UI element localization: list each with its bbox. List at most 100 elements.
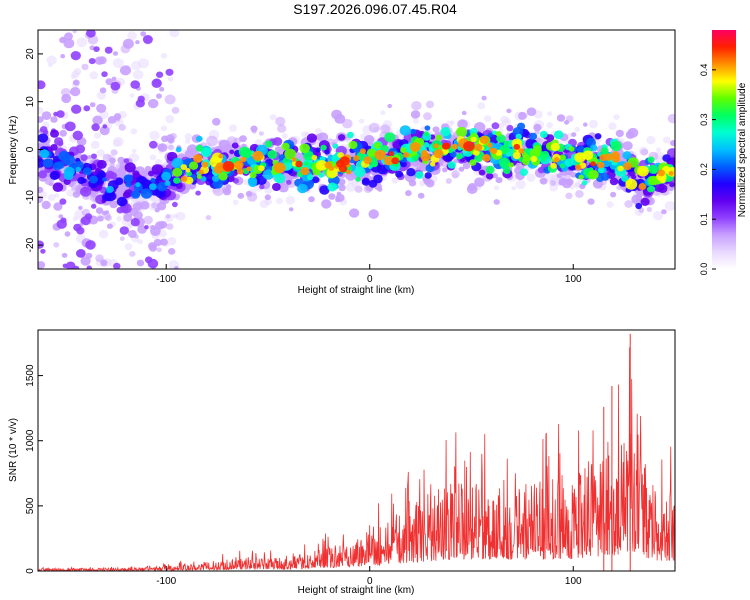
spectrogram-blob bbox=[54, 193, 60, 198]
spectrogram-blob bbox=[195, 135, 203, 142]
spectrogram-blob bbox=[374, 149, 386, 161]
spectrogram-blob bbox=[94, 56, 105, 65]
snr-y-ticks: 0 500 1000 1500 bbox=[25, 364, 43, 574]
spectrogram-blob bbox=[84, 213, 93, 221]
spectrogram-blob bbox=[550, 162, 557, 169]
spectrogram-blob bbox=[52, 182, 64, 192]
spectrogram-blob bbox=[615, 129, 624, 138]
spectrogram-blob bbox=[59, 129, 67, 137]
spectrogram-blob bbox=[499, 157, 511, 169]
spectrogram-blob bbox=[39, 149, 50, 159]
snr-x-axis-label: Height of straight line (km) bbox=[298, 585, 415, 596]
spectrogram-blob bbox=[144, 225, 149, 230]
spectrogram-blob bbox=[550, 142, 560, 152]
spectrogram-blob bbox=[166, 223, 174, 230]
x-tick-label: 100 bbox=[565, 576, 582, 587]
spectrogram-blob bbox=[151, 78, 162, 89]
spectrogram-blob bbox=[612, 155, 621, 163]
x-tick-label: 0 bbox=[367, 576, 373, 587]
spectrogram-blob bbox=[96, 159, 107, 169]
spectrogram-blob bbox=[80, 154, 88, 162]
spectrogram-blob bbox=[461, 110, 467, 116]
spectrogram-blob bbox=[175, 211, 186, 221]
spectrogram-blob bbox=[477, 102, 486, 110]
spectrogram-blob bbox=[89, 102, 96, 108]
spectrogram-blob bbox=[228, 124, 238, 132]
spectrogram-blob bbox=[571, 132, 577, 138]
spectrogram-blob bbox=[623, 162, 632, 171]
spectrogram-blob bbox=[165, 214, 171, 219]
spectrogram-blob bbox=[395, 170, 403, 178]
spectrogram-blob bbox=[215, 162, 225, 171]
spectrogram-blob bbox=[104, 46, 113, 54]
spectrogram-blob bbox=[115, 177, 124, 185]
spectrogram-blob bbox=[64, 121, 76, 132]
spectrogram-blob bbox=[38, 186, 44, 193]
spectrogram-blob bbox=[387, 103, 393, 109]
colorbar-tick-label: 0.2 bbox=[699, 163, 709, 176]
spectrogram-blob bbox=[559, 154, 566, 161]
spectrogram-blob bbox=[135, 40, 140, 45]
spectrogram-blob bbox=[335, 197, 341, 203]
spectrogram-blob bbox=[132, 69, 144, 80]
spectrogram-blob bbox=[435, 134, 443, 141]
spectrogram-blob bbox=[99, 126, 110, 136]
spectrogram-blob bbox=[588, 169, 599, 180]
spectrogram-blob bbox=[578, 174, 584, 180]
spectrogram-blob bbox=[135, 182, 141, 188]
spectrogram-blob bbox=[160, 125, 168, 132]
colorbar-tick-label: 0.1 bbox=[699, 213, 709, 226]
spectrogram-blob bbox=[561, 178, 572, 189]
spectrogram-blob bbox=[165, 68, 174, 76]
spectrogram-blob bbox=[324, 149, 330, 155]
spectrogram-blob bbox=[285, 195, 295, 205]
spectrogram-blob bbox=[161, 171, 172, 181]
spectrogram-blob bbox=[102, 153, 112, 162]
spectrogram-blob bbox=[657, 169, 666, 177]
spectrogram-blob bbox=[574, 126, 580, 132]
spectrogram-blob bbox=[195, 190, 201, 196]
spectrogram-blob bbox=[451, 170, 460, 179]
y-tick-label: 0 bbox=[25, 568, 36, 574]
spectrogram-blob bbox=[171, 157, 184, 169]
spectrogram-blob bbox=[151, 164, 164, 175]
spectrogram-blob bbox=[373, 142, 382, 149]
spectrogram-blob bbox=[60, 217, 67, 224]
spectrogram-blob bbox=[72, 265, 80, 269]
spectrogram-blob bbox=[515, 133, 522, 140]
spectrogram-blob bbox=[638, 183, 647, 190]
spectrogram-blob bbox=[83, 105, 91, 112]
spectrogram-blob bbox=[97, 215, 104, 222]
spectrogram-blob bbox=[80, 186, 92, 197]
spectrogram-blob bbox=[656, 147, 661, 153]
spectrogram-blob bbox=[50, 129, 59, 138]
spectrogram-blob bbox=[184, 138, 191, 144]
spectrogram-blob bbox=[380, 110, 386, 116]
spectrogram-blob bbox=[211, 175, 220, 182]
spectrogram-blob bbox=[553, 156, 560, 163]
spectrogram-blob bbox=[606, 201, 614, 208]
spectrogram-blob bbox=[559, 163, 566, 169]
spectrogram-blob bbox=[38, 80, 46, 90]
spectrogram-blob bbox=[140, 188, 153, 199]
spectrogram-blob bbox=[53, 202, 63, 211]
spectrogram-blob bbox=[149, 154, 157, 161]
spectrogram-blob bbox=[478, 169, 486, 176]
spectrogram-blob bbox=[487, 132, 493, 138]
spectrogram-blob bbox=[331, 109, 342, 120]
spectrogram-blob bbox=[245, 190, 253, 197]
spectrogram-blob bbox=[140, 31, 147, 37]
spectrogram-blob bbox=[403, 151, 410, 158]
spectrogram-blob bbox=[291, 157, 297, 162]
spectrogram-blob bbox=[468, 183, 477, 191]
spectrogram-blob bbox=[38, 170, 48, 179]
x-tick-label: 100 bbox=[565, 274, 582, 285]
spectrogram-blob bbox=[111, 76, 117, 82]
spectrogram-blob bbox=[63, 38, 75, 49]
spectrogram-blob bbox=[648, 175, 660, 186]
spectrogram-blob bbox=[512, 151, 521, 160]
spectrogram-blob bbox=[48, 63, 53, 68]
spectrogram-blob bbox=[89, 175, 98, 184]
spectrogram-blob bbox=[349, 208, 360, 218]
spectrogram-blob bbox=[440, 127, 451, 137]
